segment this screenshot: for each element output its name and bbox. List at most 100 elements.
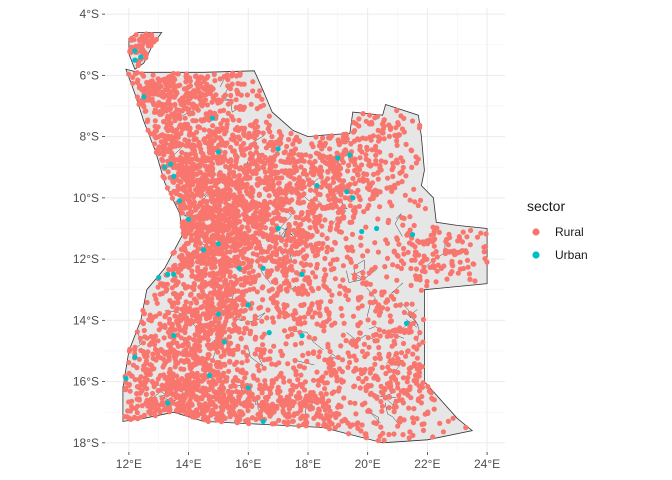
rural-point — [235, 89, 241, 95]
rural-point — [445, 418, 451, 424]
rural-point — [384, 274, 390, 280]
rural-point — [381, 118, 387, 124]
rural-point — [176, 142, 182, 149]
rural-point — [169, 195, 175, 201]
rural-point — [360, 275, 366, 281]
rural-point — [231, 300, 237, 306]
rural-point — [292, 287, 298, 293]
rural-point — [391, 409, 397, 415]
rural-point — [216, 246, 222, 252]
rural-point — [201, 376, 207, 382]
rural-point — [169, 128, 176, 134]
rural-point — [364, 177, 370, 183]
urban-points — [123, 48, 416, 424]
rural-point — [316, 354, 322, 360]
rural-point — [405, 375, 411, 381]
rural-point — [268, 173, 274, 179]
rural-point — [225, 101, 231, 107]
rural-point — [180, 174, 186, 180]
rural-point — [278, 263, 284, 269]
rural-point — [160, 364, 166, 370]
legend-key-urban — [532, 251, 540, 259]
rural-point — [332, 239, 338, 245]
rural-point — [327, 349, 333, 355]
rural-point — [386, 383, 393, 389]
rural-point — [210, 94, 216, 100]
rural-point — [293, 220, 299, 226]
rural-point — [258, 304, 264, 310]
rural-point — [352, 167, 358, 174]
rural-point — [402, 192, 408, 198]
rural-point — [258, 255, 264, 261]
rural-point — [360, 270, 366, 276]
rural-point — [382, 387, 388, 393]
rural-point — [241, 81, 247, 87]
rural-point — [347, 400, 353, 406]
district-border — [247, 346, 264, 367]
rural-point — [215, 327, 221, 333]
rural-point — [211, 248, 218, 254]
rural-point — [373, 152, 379, 158]
rural-point — [430, 257, 436, 263]
rural-point — [288, 263, 294, 269]
rural-point — [244, 224, 251, 230]
rural-point — [203, 86, 209, 92]
rural-point — [247, 156, 253, 162]
rural-point — [184, 319, 190, 325]
rural-point — [412, 199, 418, 205]
rural-point — [353, 263, 359, 270]
rural-point — [191, 217, 197, 223]
rural-point — [286, 378, 293, 384]
x-tick-label-0: 12°E — [116, 457, 142, 471]
rural-point — [179, 149, 185, 156]
rural-point — [222, 196, 228, 202]
rural-point — [385, 298, 391, 304]
rural-point — [254, 289, 260, 295]
rural-point — [312, 168, 318, 174]
rural-point — [191, 296, 197, 302]
urban-point — [245, 302, 251, 308]
rural-point — [272, 171, 278, 177]
rural-point — [276, 180, 282, 186]
rural-point — [130, 74, 136, 80]
rural-point — [171, 352, 178, 358]
rural-point — [392, 341, 398, 347]
rural-point — [172, 313, 178, 319]
rural-point — [128, 37, 134, 43]
rural-point — [227, 269, 233, 275]
rural-point — [334, 169, 341, 175]
rural-point — [401, 251, 407, 257]
rural-point — [179, 258, 185, 264]
rural-point — [390, 262, 396, 268]
rural-point — [182, 115, 188, 121]
rural-point — [380, 126, 386, 132]
rural-point — [183, 381, 190, 387]
rural-point — [340, 151, 346, 157]
rural-point — [227, 235, 233, 241]
rural-point — [177, 124, 183, 130]
rural-point — [335, 354, 341, 360]
rural-point — [327, 146, 333, 152]
urban-point — [275, 225, 281, 232]
rural-point — [227, 170, 233, 176]
y-tick-label-6: 16°S — [73, 375, 99, 389]
rural-point — [293, 368, 299, 374]
rural-point — [343, 131, 349, 137]
rural-point — [350, 129, 357, 135]
rural-point — [194, 300, 200, 306]
rural-point — [265, 268, 271, 274]
rural-point — [238, 276, 244, 282]
rural-point — [296, 138, 302, 144]
rural-point — [192, 274, 198, 280]
rural-point — [307, 225, 313, 231]
rural-point — [194, 89, 200, 95]
rural-point — [422, 411, 428, 417]
rural-point — [163, 140, 169, 147]
rural-point — [378, 424, 384, 430]
rural-point — [367, 370, 373, 376]
rural-point — [191, 249, 197, 255]
rural-point — [407, 386, 413, 392]
rural-point — [270, 319, 277, 325]
rural-point — [180, 200, 186, 206]
urban-point — [171, 333, 177, 339]
